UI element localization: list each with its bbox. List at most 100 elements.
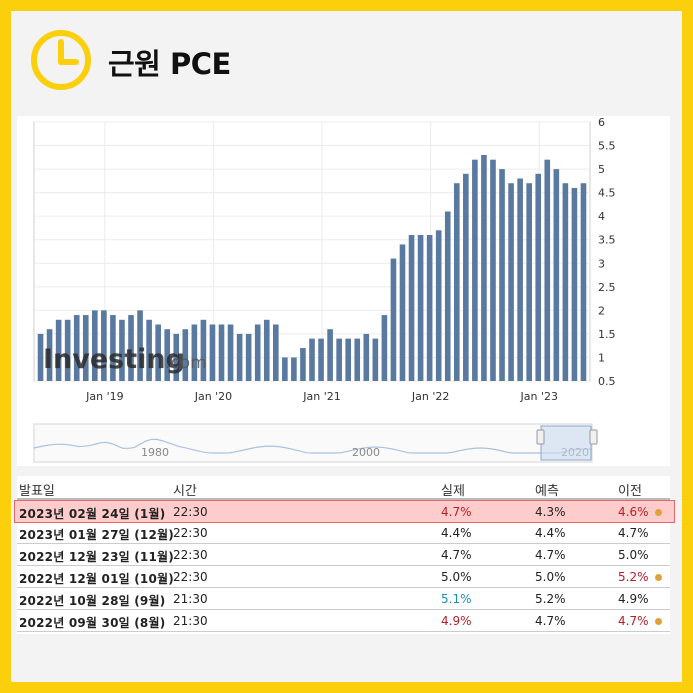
bar (508, 183, 514, 381)
cell-forecast: 4.3% (535, 505, 566, 519)
table-header: 발표일 시간 실제 예측 이전 (17, 476, 670, 500)
cell-forecast: 4.7% (535, 614, 566, 628)
y-tick-label: 3.5 (598, 234, 616, 247)
table-row[interactable]: 2023년 02월 24일 (1월) 22:30 4.7% 4.3% 4.6% (14, 500, 675, 523)
x-tick-label: Jan '22 (411, 390, 449, 403)
cell-forecast: 5.2% (535, 592, 566, 606)
cell-date: 2023년 02월 24일 (1월) (19, 507, 166, 521)
bar-chart[interactable]: 0.5 1 1.5 2 2.5 3 3.5 4 4.5 5 5.5 6 Jan '19 Jan '20 Ja… (17, 116, 670, 466)
header-date[interactable]: 발표일 (19, 484, 55, 499)
cell-previous: 4.6% (618, 505, 649, 519)
y-tick-label: 6 (598, 116, 605, 129)
bar (444, 211, 451, 381)
revision-dot-icon (655, 618, 662, 625)
bar (37, 333, 44, 381)
bar (128, 315, 134, 381)
clock-icon (31, 30, 91, 90)
cell-previous: 5.0% (618, 548, 649, 562)
table-row[interactable]: 2022년 12월 01일 (10월) 22:30 5.0% 5.0% 5.2% (17, 566, 670, 588)
cell-actual: 5.1% (441, 592, 472, 606)
revision-dot-icon (655, 574, 662, 581)
navigator-selection[interactable] (540, 425, 592, 461)
bar (137, 310, 143, 381)
cell-actual: 4.9% (441, 614, 472, 628)
bar (209, 324, 216, 381)
table-row[interactable]: 2023년 01월 27일 (12월) 22:30 4.4% 4.4% 4.7% (17, 522, 670, 544)
header-previous: 이전 (618, 484, 642, 499)
bar (562, 183, 569, 381)
bar (363, 333, 370, 381)
bar (146, 319, 152, 381)
bar (282, 357, 288, 381)
header-forecast: 예측 (535, 484, 559, 499)
bar (227, 324, 234, 381)
x-tick-label: Jan '20 (194, 390, 232, 403)
bar (318, 338, 324, 381)
bar (481, 154, 487, 381)
investing-logo: Investing (43, 344, 185, 375)
cell-forecast: 4.4% (535, 526, 566, 540)
cell-previous: 4.9% (618, 592, 649, 606)
y-tick-label: 3 (598, 257, 605, 270)
bar (327, 329, 333, 381)
bar (490, 159, 496, 381)
bar (191, 324, 198, 381)
cell-actual: 4.7% (441, 505, 472, 519)
cell-actual: 4.7% (441, 548, 472, 562)
bar (472, 159, 478, 381)
table-row[interactable]: 2022년 12월 23일 (11월) 22:30 4.7% 4.7% 5.0% (17, 544, 670, 566)
cell-time: 21:30 (173, 592, 208, 606)
bar (435, 230, 442, 381)
bar (408, 235, 415, 381)
bar (55, 319, 62, 381)
bar (453, 183, 460, 381)
cell-date: 2022년 12월 01일 (10월) (19, 572, 174, 586)
y-tick-label: 2.5 (598, 281, 616, 294)
chart-area[interactable]: 0.5 1 1.5 2 2.5 3 3.5 4 4.5 5 5.5 6 Jan '19 Jan '20 Ja… (17, 116, 670, 466)
bar (92, 310, 98, 381)
navigator-handle[interactable] (536, 429, 545, 445)
bar (399, 244, 406, 381)
table-row[interactable]: 2022년 09월 30일 (8월) 21:30 4.9% 4.7% 4.7% (17, 610, 670, 632)
bar (101, 310, 107, 381)
y-tick-label: 4 (598, 210, 605, 223)
plot-frame (33, 121, 591, 382)
y-tick-label: 4.5 (598, 187, 616, 200)
bar (499, 169, 505, 381)
bar (200, 319, 207, 381)
table-row[interactable]: 2022년 10월 28일 (9월) 21:30 5.1% 5.2% 4.9% (17, 588, 670, 610)
y-tick-label: 5.5 (598, 140, 616, 153)
navigator-label: 1980 (141, 446, 169, 459)
bar (182, 329, 189, 381)
bar (553, 169, 560, 381)
bar (263, 319, 270, 381)
bar (580, 183, 587, 381)
cell-date: 2023년 01월 27일 (12월) (19, 528, 174, 542)
header-time: 시간 (173, 484, 197, 499)
cell-time: 22:30 (173, 570, 208, 584)
header-actual: 실제 (441, 484, 465, 499)
navigator-handle[interactable] (589, 429, 598, 445)
cell-forecast: 4.7% (535, 548, 566, 562)
bar (218, 324, 225, 381)
release-table: 발표일 시간 실제 예측 이전 2023년 02월 24일 (1월) 22:30… (14, 476, 675, 634)
cell-date: 2022년 09월 30일 (8월) (19, 616, 166, 630)
cell-previous: 5.2% (618, 570, 649, 584)
header: 근원 PCE (11, 11, 682, 116)
cell-actual: 4.4% (441, 526, 472, 540)
cell-forecast: 5.0% (535, 570, 566, 584)
bar (381, 315, 388, 381)
bar (300, 348, 306, 381)
bar (291, 357, 297, 381)
bar (73, 315, 80, 381)
x-tick-label: Jan '19 (85, 390, 123, 403)
bar (517, 178, 523, 381)
bar (535, 173, 542, 381)
bar (463, 173, 469, 381)
cell-date: 2022년 12월 23일 (11월) (19, 550, 174, 564)
bar (173, 333, 180, 381)
navigator-label: 2000 (352, 446, 380, 459)
bar (82, 315, 89, 381)
page-title: 근원 PCE (108, 47, 231, 81)
bar (390, 258, 397, 381)
